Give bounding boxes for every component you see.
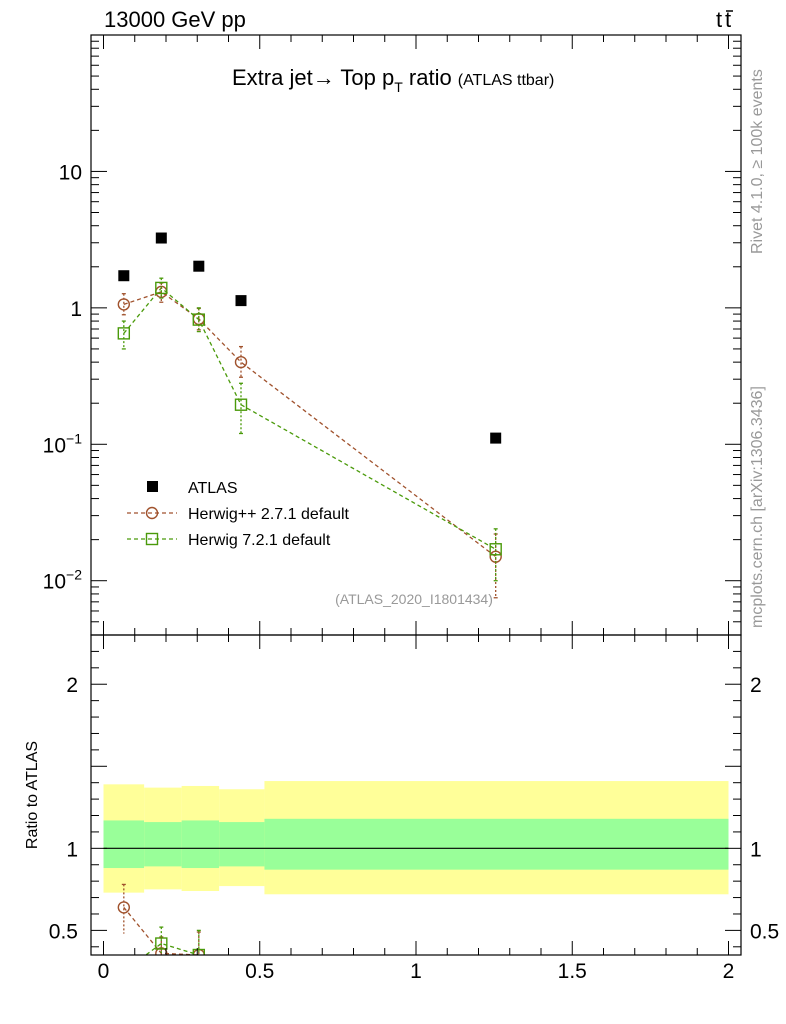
legend: ATLAS Herwig++ 2.7.1 default Herwig 7.2.… <box>127 480 350 549</box>
atlas-data-point <box>235 295 247 307</box>
legend-atlas-label: ATLAS <box>188 480 238 497</box>
herwig7-point <box>489 543 502 556</box>
herwigpp-point <box>234 355 248 369</box>
herwig7-point <box>192 313 206 326</box>
main-y-tick-label-base: 10 <box>43 434 66 457</box>
ratio-herwig7-point <box>192 948 206 955</box>
ratio-series-marks <box>117 883 206 977</box>
x-tick-labels: 0 0.5 1 1.5 2 <box>98 960 735 983</box>
legend-herwig7-marker <box>145 532 159 546</box>
atlas-data-point <box>155 232 167 244</box>
header-right-bar: t <box>725 7 731 32</box>
main-series-line-2 <box>123 286 497 550</box>
main-y-tick-label: 1 <box>70 298 82 321</box>
x-tick-label: 0.5 <box>245 960 274 983</box>
ratio-y-axis-label: Ratio to ATLAS <box>24 741 41 849</box>
ratio-herwig7-point <box>118 966 129 977</box>
herwig7-point <box>117 327 131 340</box>
title-arrow: → <box>313 65 335 90</box>
analysis-watermark: (ATLAS_2020_I1801434) <box>335 591 493 607</box>
ratio-plot-panel: 0.5 0.5 1 1 2 2 0 0.5 1 1.5 2 Ratio to ATLAS <box>24 634 779 983</box>
x-tick-label: 1.5 <box>558 960 587 983</box>
header-left: 13000 GeV pp <box>104 7 246 32</box>
main-axis-ticks <box>91 34 741 636</box>
ratio-y-tick-label-right: 1 <box>750 838 762 861</box>
main-y-tick-label: 10−1 <box>43 430 83 457</box>
ratio-series-line-1 <box>144 942 200 955</box>
ratio-y-tick-label-left: 1 <box>66 838 78 861</box>
side-text-upper: Rivet 4.1.0, ≥ 100k events <box>749 69 766 254</box>
ratio-band-inner <box>144 822 182 867</box>
ratio-band-inner <box>264 818 729 870</box>
header-right: t t <box>716 7 733 32</box>
title-main: Extra jet <box>232 65 313 90</box>
title-end: ratio <box>403 65 452 90</box>
x-tick-label: 2 <box>723 960 735 983</box>
main-series-marks <box>117 232 502 599</box>
main-y-tick-label: 10 <box>59 161 82 184</box>
main-y-tick-label-base: 10 <box>43 571 66 594</box>
ratio-uncertainty-bands <box>103 781 729 895</box>
ratio-herwig7-point <box>155 937 168 950</box>
title-mid: Top p <box>335 65 395 90</box>
ratio-band-inner <box>219 822 265 867</box>
title-sub: T <box>394 79 403 95</box>
legend-herwig7-label: Herwig 7.2.1 default <box>188 532 331 549</box>
herwig7-point <box>155 281 168 295</box>
herwigpp-point <box>489 550 502 563</box>
herwig7-point <box>234 398 248 411</box>
x-tick-label: 0 <box>98 960 110 983</box>
header-right-base: t <box>716 7 722 32</box>
ratio-y-tick-label-left: 0.5 <box>49 920 78 943</box>
legend-herwigpp-label: Herwig++ 2.7.1 default <box>188 506 350 523</box>
x-tick-label: 1 <box>410 960 422 983</box>
plot-title: Extra jet→ Top pT ratio (ATLAS ttbar) <box>232 65 554 95</box>
main-series-lines <box>123 286 497 558</box>
main-y-tick-label-exponent: −1 <box>66 430 82 446</box>
legend-herwigpp-marker <box>145 506 159 520</box>
ratio-axis-ticks <box>91 634 741 955</box>
legend-atlas-marker <box>147 481 158 492</box>
atlas-data-point <box>118 270 130 282</box>
title-small: (ATLAS ttbar) <box>458 72 555 89</box>
atlas-data-point <box>490 432 502 444</box>
atlas-data-point <box>193 260 205 272</box>
ratio-herwigpp-point <box>117 901 131 914</box>
main-y-tick-label: 10−2 <box>43 567 83 594</box>
main-y-tick-label-exponent: −2 <box>66 567 82 583</box>
herwigpp-point <box>117 298 131 311</box>
ratio-y-tick-label-left: 2 <box>66 674 78 697</box>
ratio-y-tick-label-right: 0.5 <box>750 920 779 943</box>
ratio-band-inner <box>181 820 220 869</box>
ratio-y-tick-labels: 0.5 0.5 1 1 2 2 <box>49 674 779 943</box>
ratio-band-inner <box>103 820 145 869</box>
ratio-y-tick-label-right: 2 <box>750 674 762 697</box>
side-text-lower: mcplots.cern.ch [arXiv:1306.3436] <box>749 386 766 628</box>
